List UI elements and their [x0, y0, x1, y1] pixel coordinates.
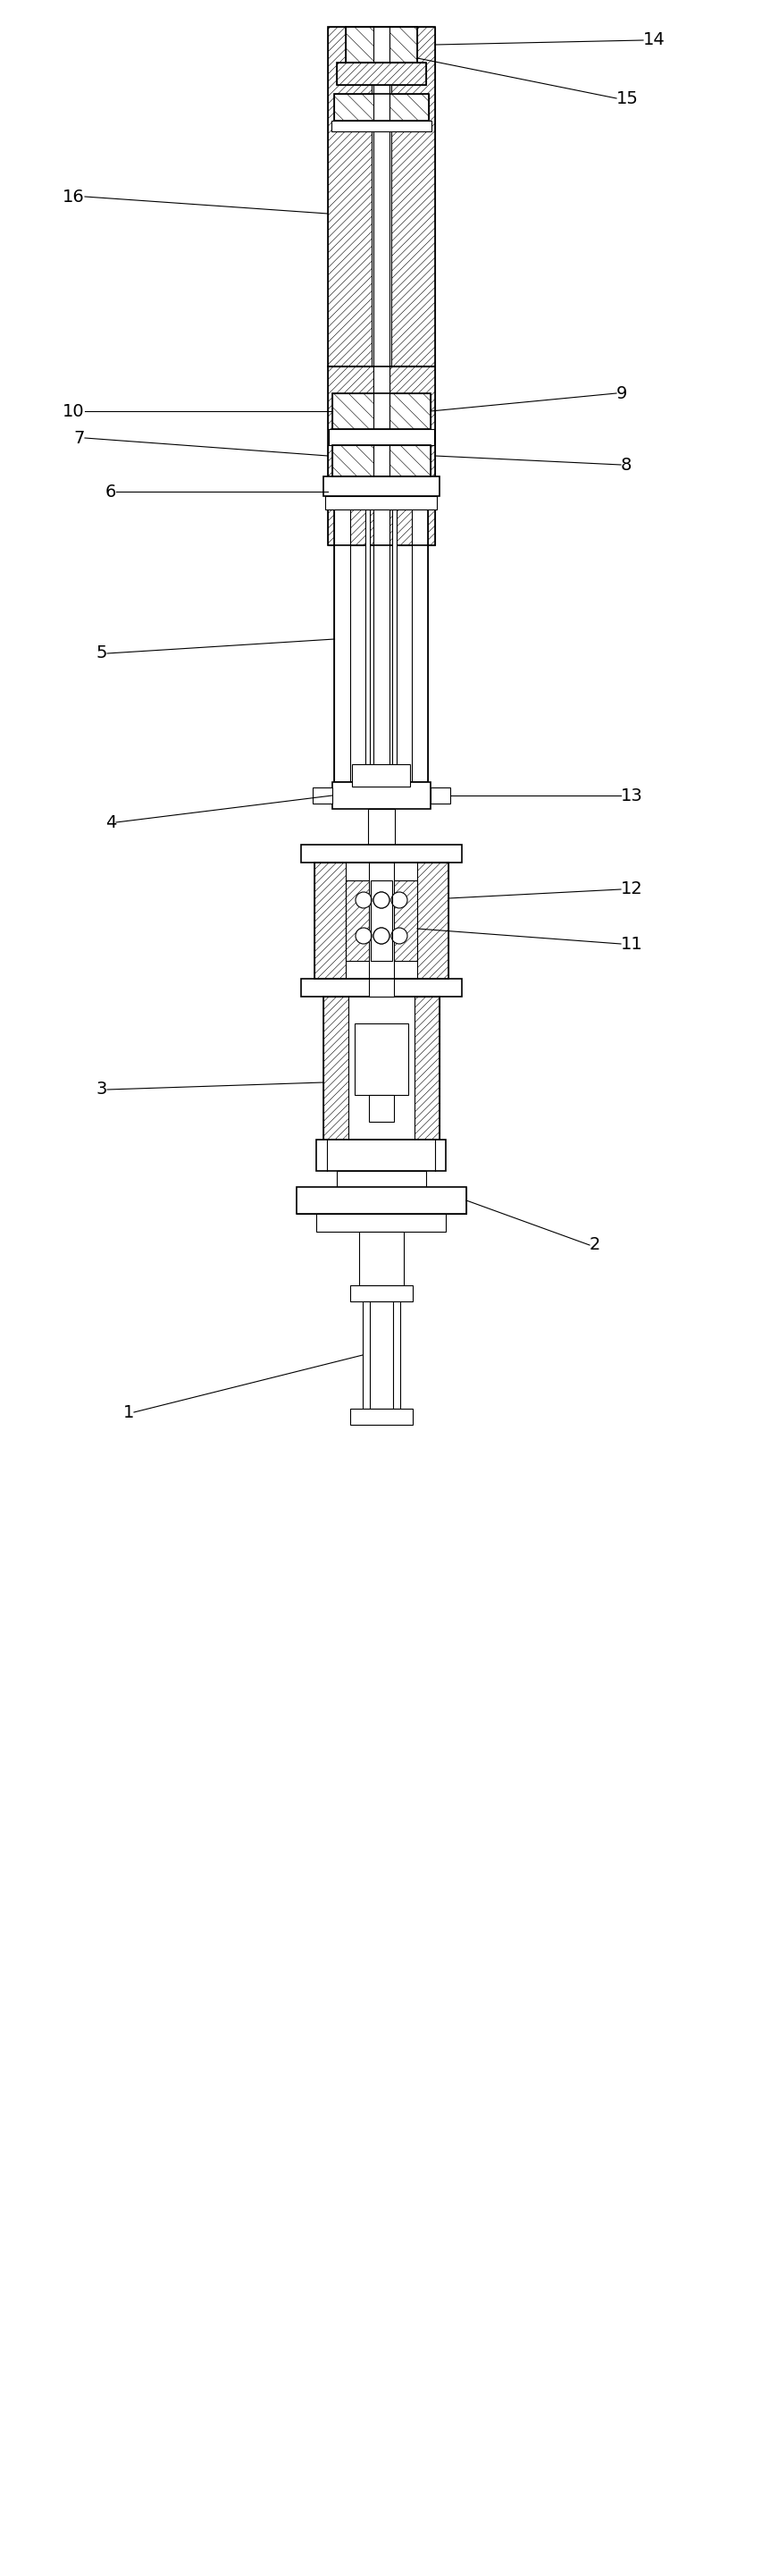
Bar — [328, 366, 434, 546]
Bar — [301, 845, 461, 863]
Bar — [336, 62, 426, 85]
Bar — [323, 477, 439, 497]
Bar — [369, 1095, 393, 1121]
Bar — [328, 366, 373, 546]
Bar — [328, 26, 371, 366]
Bar — [366, 510, 370, 765]
Bar — [392, 510, 396, 765]
Bar — [296, 1188, 466, 1213]
Bar — [345, 881, 370, 961]
Text: 4: 4 — [105, 814, 116, 832]
Bar — [316, 1139, 446, 1172]
Text: 12: 12 — [620, 881, 642, 899]
Circle shape — [355, 927, 371, 943]
Bar — [350, 1285, 412, 1301]
Text: 7: 7 — [74, 430, 85, 446]
Bar — [389, 394, 430, 430]
Bar — [389, 366, 434, 546]
Circle shape — [391, 927, 407, 943]
Text: 5: 5 — [96, 644, 107, 662]
Bar — [352, 765, 410, 786]
Bar — [296, 1188, 316, 1213]
Circle shape — [373, 927, 389, 943]
Bar — [392, 881, 417, 961]
Bar — [391, 26, 434, 366]
Text: 6: 6 — [105, 484, 116, 500]
Circle shape — [373, 927, 389, 943]
Text: 11: 11 — [620, 935, 642, 953]
Text: 9: 9 — [616, 384, 626, 402]
Bar — [328, 430, 434, 446]
Bar — [332, 394, 430, 430]
Bar — [301, 979, 461, 997]
Circle shape — [373, 891, 389, 909]
Bar — [331, 121, 431, 131]
Bar — [389, 446, 430, 477]
Text: 13: 13 — [620, 788, 642, 804]
Text: 2: 2 — [589, 1236, 600, 1255]
Text: 14: 14 — [642, 31, 664, 49]
Text: 3: 3 — [96, 1082, 107, 1097]
Bar — [334, 93, 428, 121]
Circle shape — [391, 891, 407, 909]
Bar — [316, 1213, 446, 1231]
Bar — [369, 863, 393, 997]
Text: 16: 16 — [62, 188, 85, 206]
Bar — [411, 497, 427, 783]
Bar — [335, 497, 351, 783]
Text: 15: 15 — [616, 90, 638, 106]
Bar — [312, 788, 332, 804]
Bar — [367, 809, 395, 845]
Bar — [430, 788, 450, 804]
Text: 1: 1 — [123, 1404, 134, 1422]
Bar — [314, 863, 448, 979]
Bar — [389, 26, 417, 62]
Text: 10: 10 — [62, 402, 85, 420]
Bar — [332, 783, 430, 809]
Bar — [345, 26, 373, 62]
Bar — [323, 997, 348, 1139]
Bar — [314, 863, 345, 979]
Bar — [336, 62, 426, 85]
Bar — [336, 1172, 426, 1188]
Bar — [359, 1231, 403, 1285]
Bar — [362, 1301, 400, 1409]
Bar — [370, 881, 392, 961]
Bar — [335, 497, 427, 783]
Bar — [332, 394, 373, 430]
Bar — [354, 1023, 408, 1095]
Bar — [323, 997, 439, 1139]
Bar — [345, 26, 417, 62]
Bar — [332, 446, 430, 477]
Bar — [446, 1188, 466, 1213]
Bar — [334, 93, 373, 121]
Circle shape — [355, 891, 371, 909]
Bar — [373, 26, 389, 902]
Bar — [350, 1409, 412, 1425]
Bar — [332, 446, 373, 477]
Circle shape — [373, 891, 389, 909]
Bar — [417, 863, 448, 979]
Bar — [328, 26, 434, 366]
Text: 8: 8 — [620, 456, 631, 474]
Bar — [414, 997, 439, 1139]
Bar — [389, 93, 428, 121]
Bar — [325, 497, 437, 510]
